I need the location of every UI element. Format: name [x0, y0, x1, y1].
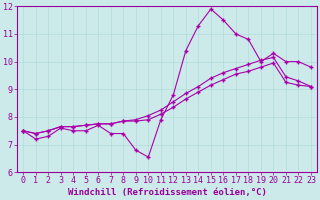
X-axis label: Windchill (Refroidissement éolien,°C): Windchill (Refroidissement éolien,°C) — [68, 188, 267, 197]
